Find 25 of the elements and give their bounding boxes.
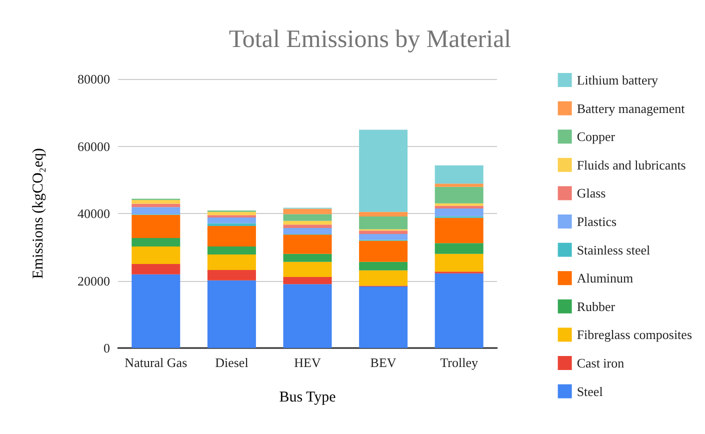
x-tick-label: Natural Gas — [124, 355, 188, 370]
legend-label: Lithium battery — [576, 72, 659, 88]
legend-label: Aluminum — [576, 270, 634, 286]
y-tick-label: 80000 — [78, 72, 110, 86]
y-tick-label: 40000 — [78, 206, 110, 221]
y-tick-label: 60000 — [78, 138, 110, 154]
legend-label: Glass — [576, 186, 606, 201]
x-axis-title: Bus Type — [279, 390, 336, 406]
legend-label: Cast iron — [576, 356, 625, 370]
x-tick-label: BEV — [370, 355, 397, 370]
chart-title: Total Emissions by Material — [228, 26, 512, 53]
legend-label: Rubber — [576, 298, 616, 314]
legend-label: Battery management — [576, 100, 686, 116]
legend-label: Stainless steel — [576, 242, 650, 258]
legend-label: Plastics — [576, 214, 617, 229]
y-tick-label: 0 — [104, 340, 110, 356]
x-tick-label: HEV — [294, 355, 322, 370]
x-tick-label: Diesel — [215, 355, 249, 370]
legend-label: Copper — [576, 129, 616, 144]
legend-label: Fibreglass composites — [576, 327, 692, 342]
legend-label: Fluids and lubricants — [576, 157, 686, 172]
legend-label: Steel — [576, 384, 604, 399]
y-tick-label: 20000 — [78, 273, 110, 288]
x-tick-label: Trolley — [440, 355, 478, 370]
y-axis-title: Emissions (kgCO₂eq) — [30, 148, 46, 279]
